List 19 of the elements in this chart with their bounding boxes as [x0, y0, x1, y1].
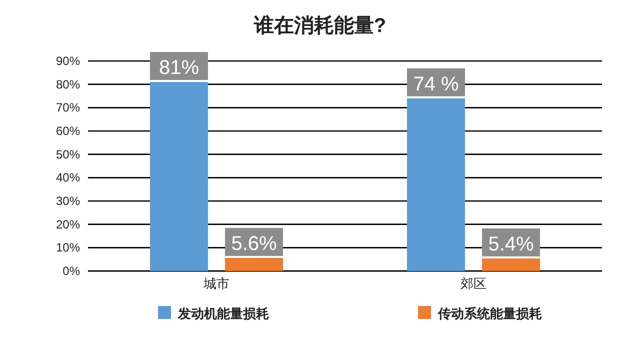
y-tick-label: 70% [56, 100, 80, 115]
data-label: 5.6% [231, 232, 278, 255]
y-tick-label: 60% [56, 124, 80, 138]
y-tick-label: 0% [62, 264, 80, 278]
y-tick-label: 50% [56, 147, 80, 162]
data-label: 74 % [413, 73, 460, 96]
data-label: 5.4% [488, 233, 534, 256]
data-label: 81% [158, 57, 200, 79]
y-tick-label: 30% [56, 194, 80, 208]
legend-label: 发动机能量损耗 [177, 306, 269, 321]
y-tick-label: 20% [56, 217, 80, 232]
title: 谁在消耗能量? [254, 15, 386, 37]
y-tick-label: 40% [56, 170, 80, 185]
y-tick-label: 10% [56, 240, 80, 255]
y-tick-label: 80% [56, 77, 80, 92]
legend-label: 传动系统能量损耗 [437, 306, 542, 321]
y-tick-label: 90% [56, 54, 80, 68]
x-tick-label: 郊区 [460, 276, 486, 291]
x-tick-label: 城市 [202, 276, 230, 291]
